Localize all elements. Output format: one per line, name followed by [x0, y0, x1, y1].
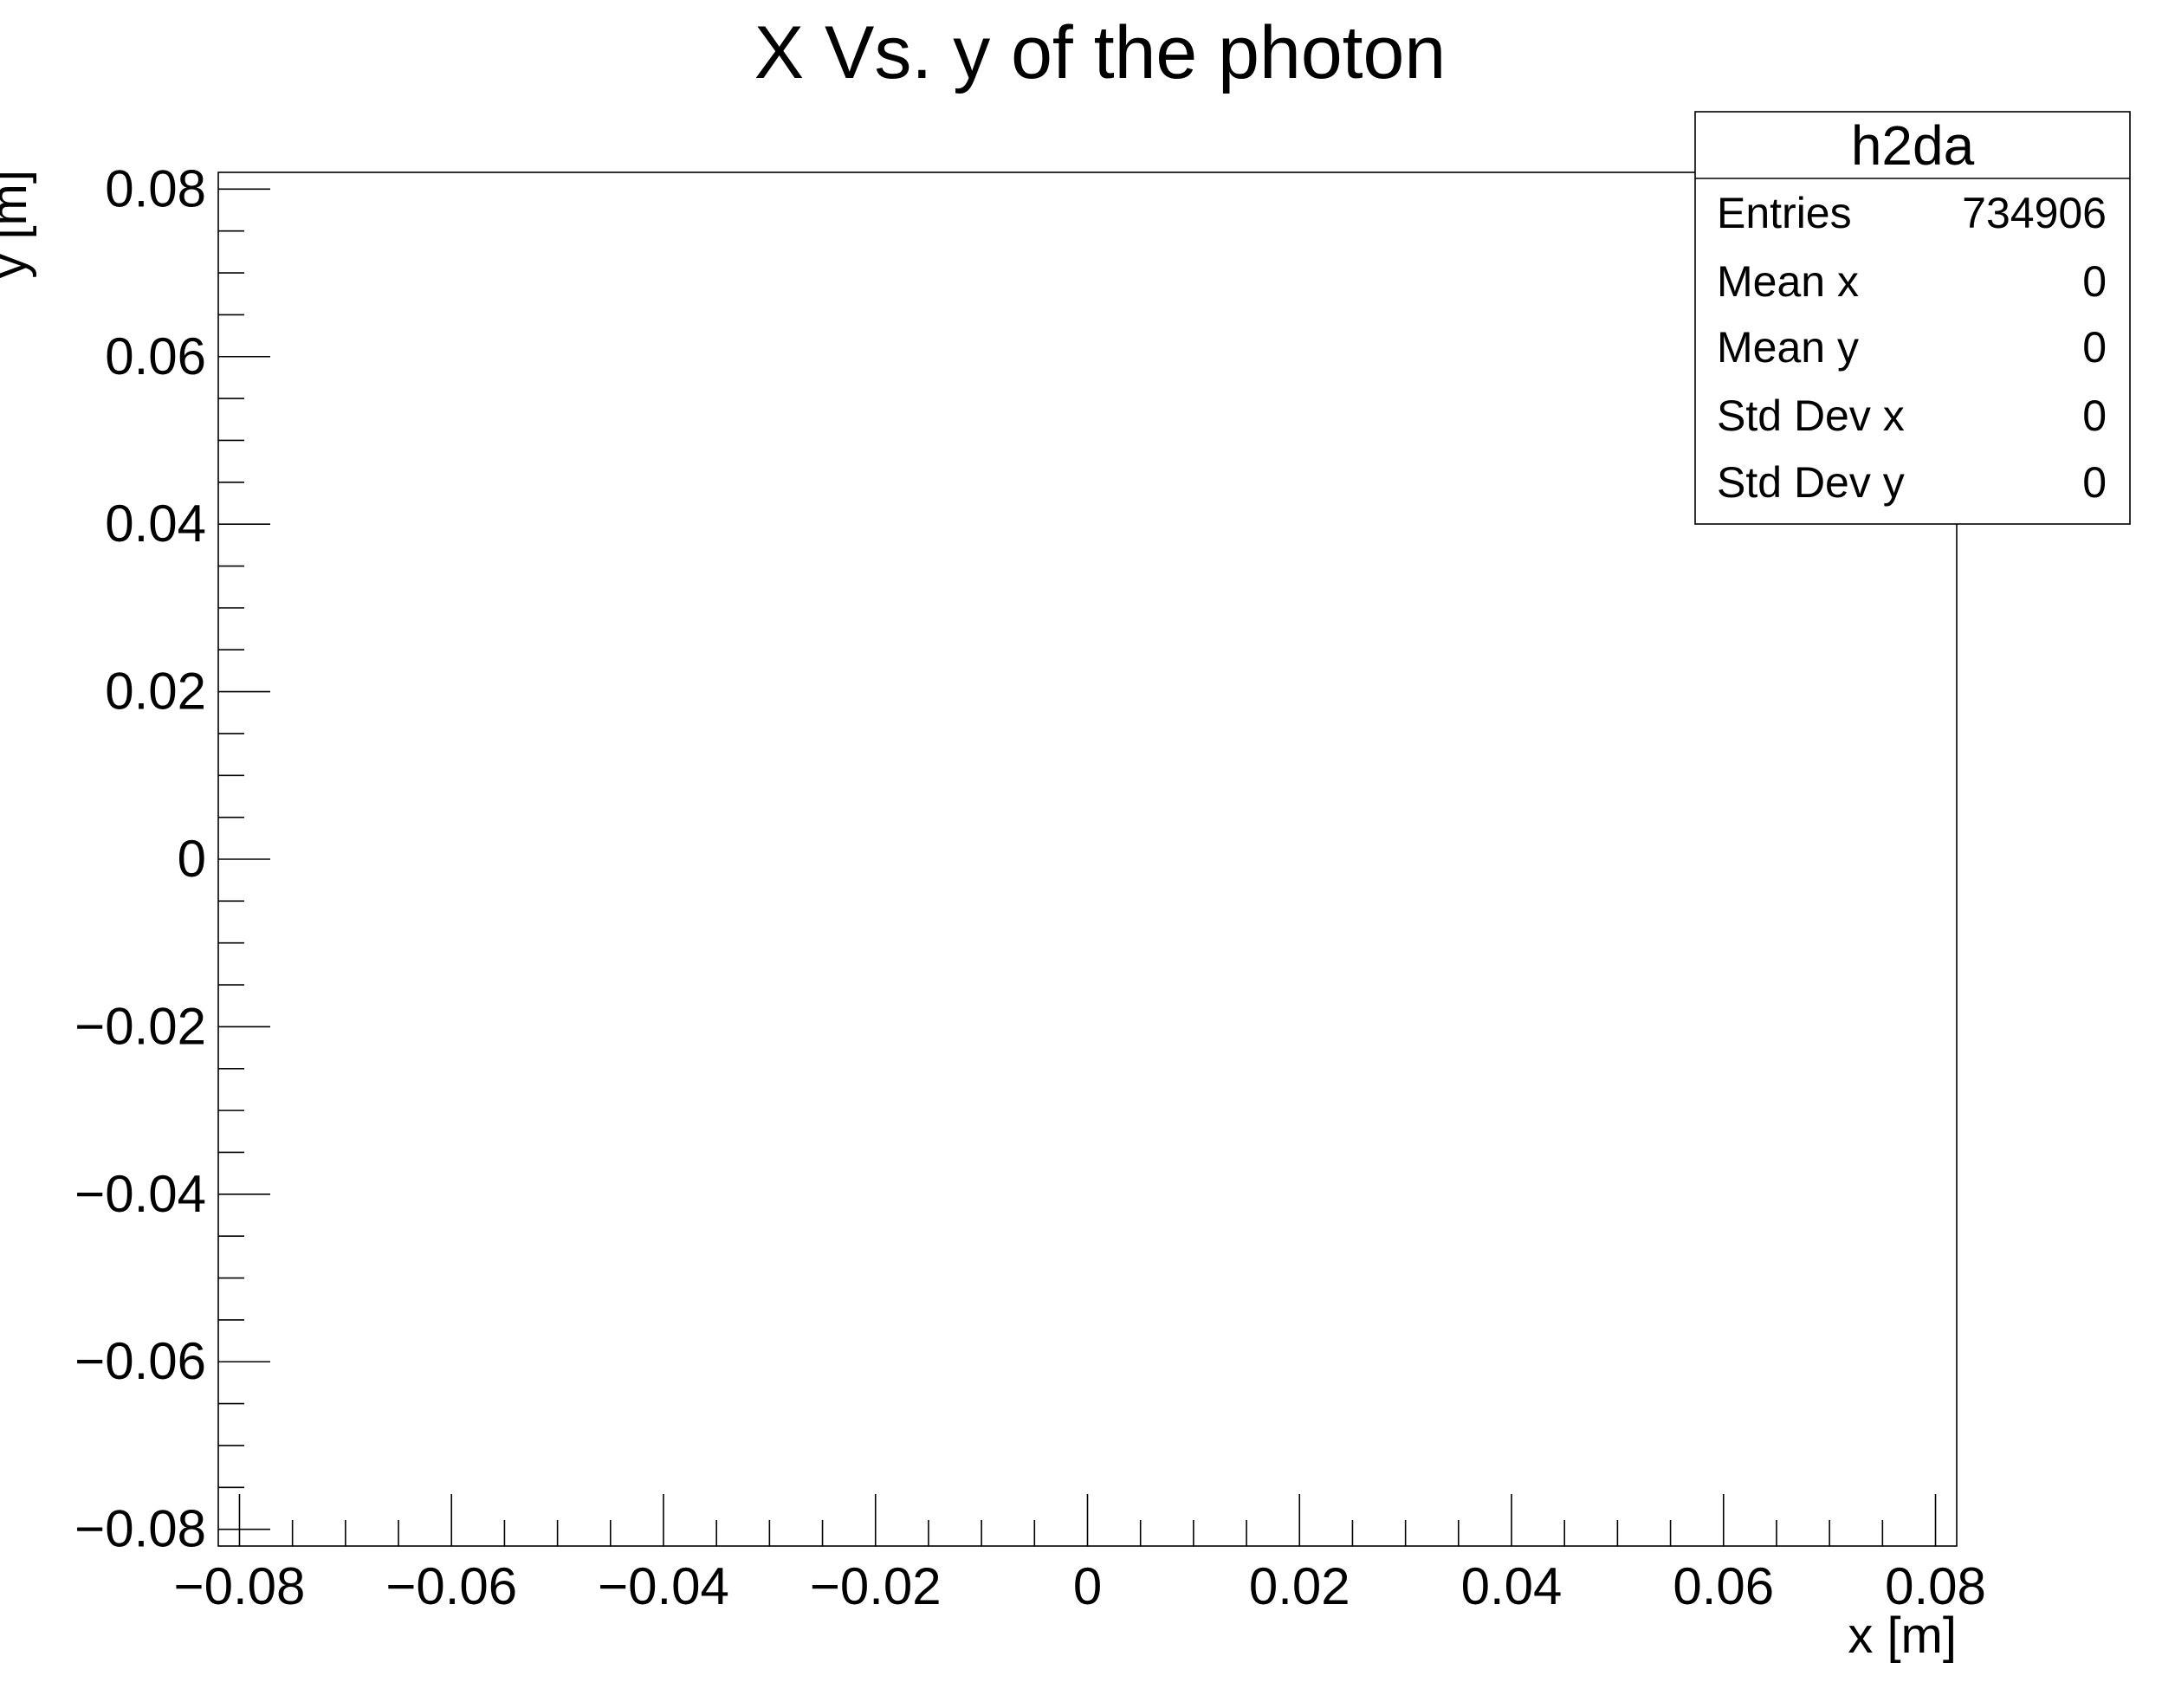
- stats-row-label: Mean y: [1717, 323, 1859, 372]
- x-tick-label: −0.02: [810, 1557, 942, 1615]
- stats-row-value: 0: [2082, 323, 2107, 372]
- x-tick-label: 0.08: [1885, 1557, 1986, 1615]
- stats-row-label: Entries: [1717, 189, 1852, 237]
- x-axis-label: x [m]: [1848, 1608, 1957, 1664]
- x-tick-label: −0.06: [385, 1557, 517, 1615]
- x-tick-label: −0.08: [174, 1557, 306, 1615]
- y-axis-label: y [m]: [0, 170, 37, 279]
- y-tick-label: 0.04: [105, 495, 206, 553]
- stats-row-value: 0: [2082, 391, 2107, 440]
- y-tick-label: −0.08: [74, 1500, 206, 1558]
- y-tick-label: −0.04: [74, 1165, 206, 1223]
- stats-box-frame: [1694, 111, 2131, 525]
- y-tick-label: 0.06: [105, 327, 206, 385]
- stats-row-value: 0: [2082, 458, 2107, 507]
- y-tick-label: 0.02: [105, 663, 206, 721]
- stats-row-value: 0: [2082, 257, 2107, 306]
- y-tick-label: −0.06: [74, 1332, 206, 1390]
- y-tick-label: −0.02: [74, 997, 206, 1055]
- stats-row-label: Mean x: [1717, 257, 1859, 306]
- stats-box: h2da Entries 734906 Mean x 0 Mean y 0 Std Dev …: [1694, 111, 2131, 525]
- stats-row-label: Std Dev y: [1717, 458, 1905, 507]
- y-tick-label: 0.08: [105, 159, 206, 217]
- x-tick-label: 0: [1073, 1557, 1102, 1615]
- x-axis: −0.08 −0.06 −0.04 −0.02 0 0.02 0.04 0.06 0.08: [174, 1494, 1986, 1615]
- y-axis: 0.08 0.06 0.04 0.02 0 −0.02 −0.04 −0.06 −0.08: [74, 159, 270, 1558]
- x-tick-label: 0.02: [1249, 1557, 1350, 1615]
- x-tick-label: −0.04: [598, 1557, 729, 1615]
- x-tick-label: 0.06: [1673, 1557, 1774, 1615]
- stats-row-label: Std Dev x: [1717, 391, 1905, 440]
- y-tick-label: 0: [178, 830, 206, 888]
- x-tick-label: 0.04: [1461, 1557, 1563, 1615]
- stats-box-title: h2da: [1851, 114, 1975, 177]
- stats-box-rows: Entries 734906 Mean x 0 Mean y 0 Std Dev x 0 Std…: [1717, 189, 2107, 507]
- stats-row-value: 734906: [1962, 189, 2107, 237]
- chart-title: X Vs. y of the photon: [754, 11, 1446, 94]
